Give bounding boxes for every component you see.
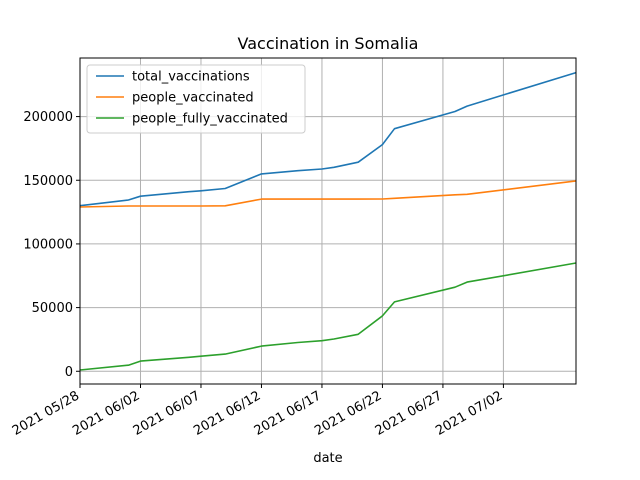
legend-label: people_fully_vaccinated — [132, 112, 288, 127]
x-axis-label: date — [313, 451, 342, 466]
legend-label: people_vaccinated — [132, 91, 254, 106]
y-tick-label: 150000 — [23, 174, 73, 189]
y-tick-label: 200000 — [23, 110, 73, 125]
series-line-total-vaccinations — [79, 71, 577, 207]
y-tick-label: 0 — [65, 365, 73, 380]
series-line-people-fully-vaccinated — [79, 262, 577, 371]
chart-title: Vaccination in Somalia — [238, 34, 419, 53]
plot-frame — [79, 57, 577, 385]
series-lines — [79, 71, 577, 371]
legend-label: total_vaccinations — [132, 70, 250, 85]
y-tick-label: 100000 — [23, 237, 73, 252]
y-tick-label: 50000 — [32, 301, 73, 316]
legend-box — [86, 64, 306, 134]
series-line-people-vaccinated — [79, 180, 577, 208]
legend: total_vaccinations people_vaccinatedpeopl… — [86, 64, 306, 134]
